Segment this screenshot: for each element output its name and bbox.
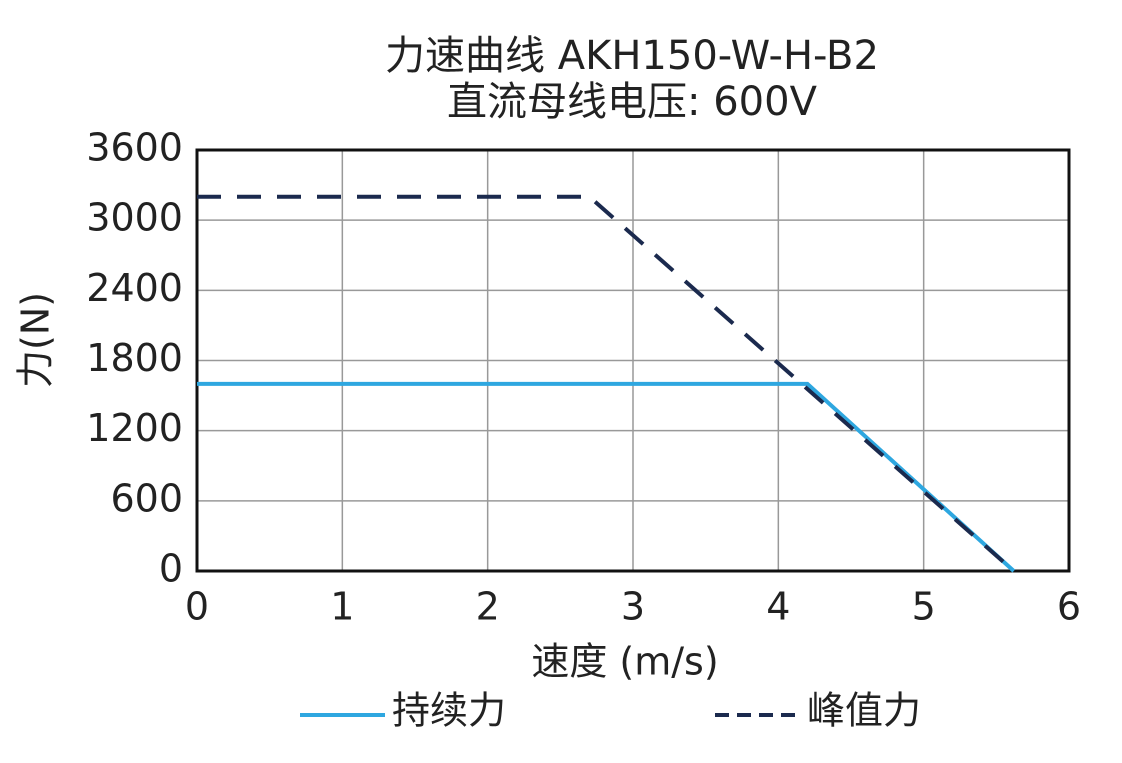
x-tick-label: 0 — [185, 585, 209, 629]
chart-subtitle: 直流母线电压: 600V — [447, 79, 818, 125]
y-tick-label: 2400 — [86, 266, 183, 310]
y-axis-label: 力(N) — [14, 292, 58, 388]
series-line — [197, 194, 1016, 573]
x-tick-label: 3 — [621, 585, 645, 629]
series-line — [197, 381, 1016, 573]
y-tick-label: 3000 — [86, 196, 183, 240]
x-tick-label: 4 — [766, 585, 790, 629]
x-axis-label: 速度 (m/s) — [531, 640, 718, 684]
y-tick-label: 3600 — [86, 126, 183, 170]
x-tick-label: 1 — [330, 585, 354, 629]
y-tick-label: 600 — [110, 476, 183, 520]
y-tick-label: 1200 — [86, 406, 183, 450]
legend-label: 持续力 — [392, 689, 506, 733]
y-tick-label: 1800 — [86, 336, 183, 380]
y-tick-label: 0 — [159, 547, 183, 591]
x-tick-label: 6 — [1057, 585, 1081, 629]
legend-label: 峰值力 — [807, 689, 921, 733]
x-tick-label: 2 — [476, 585, 500, 629]
x-tick-label: 5 — [912, 585, 936, 629]
chart-title: 力速曲线 AKH150-W-H-B2 — [385, 33, 879, 79]
plot-frame — [195, 148, 1071, 573]
